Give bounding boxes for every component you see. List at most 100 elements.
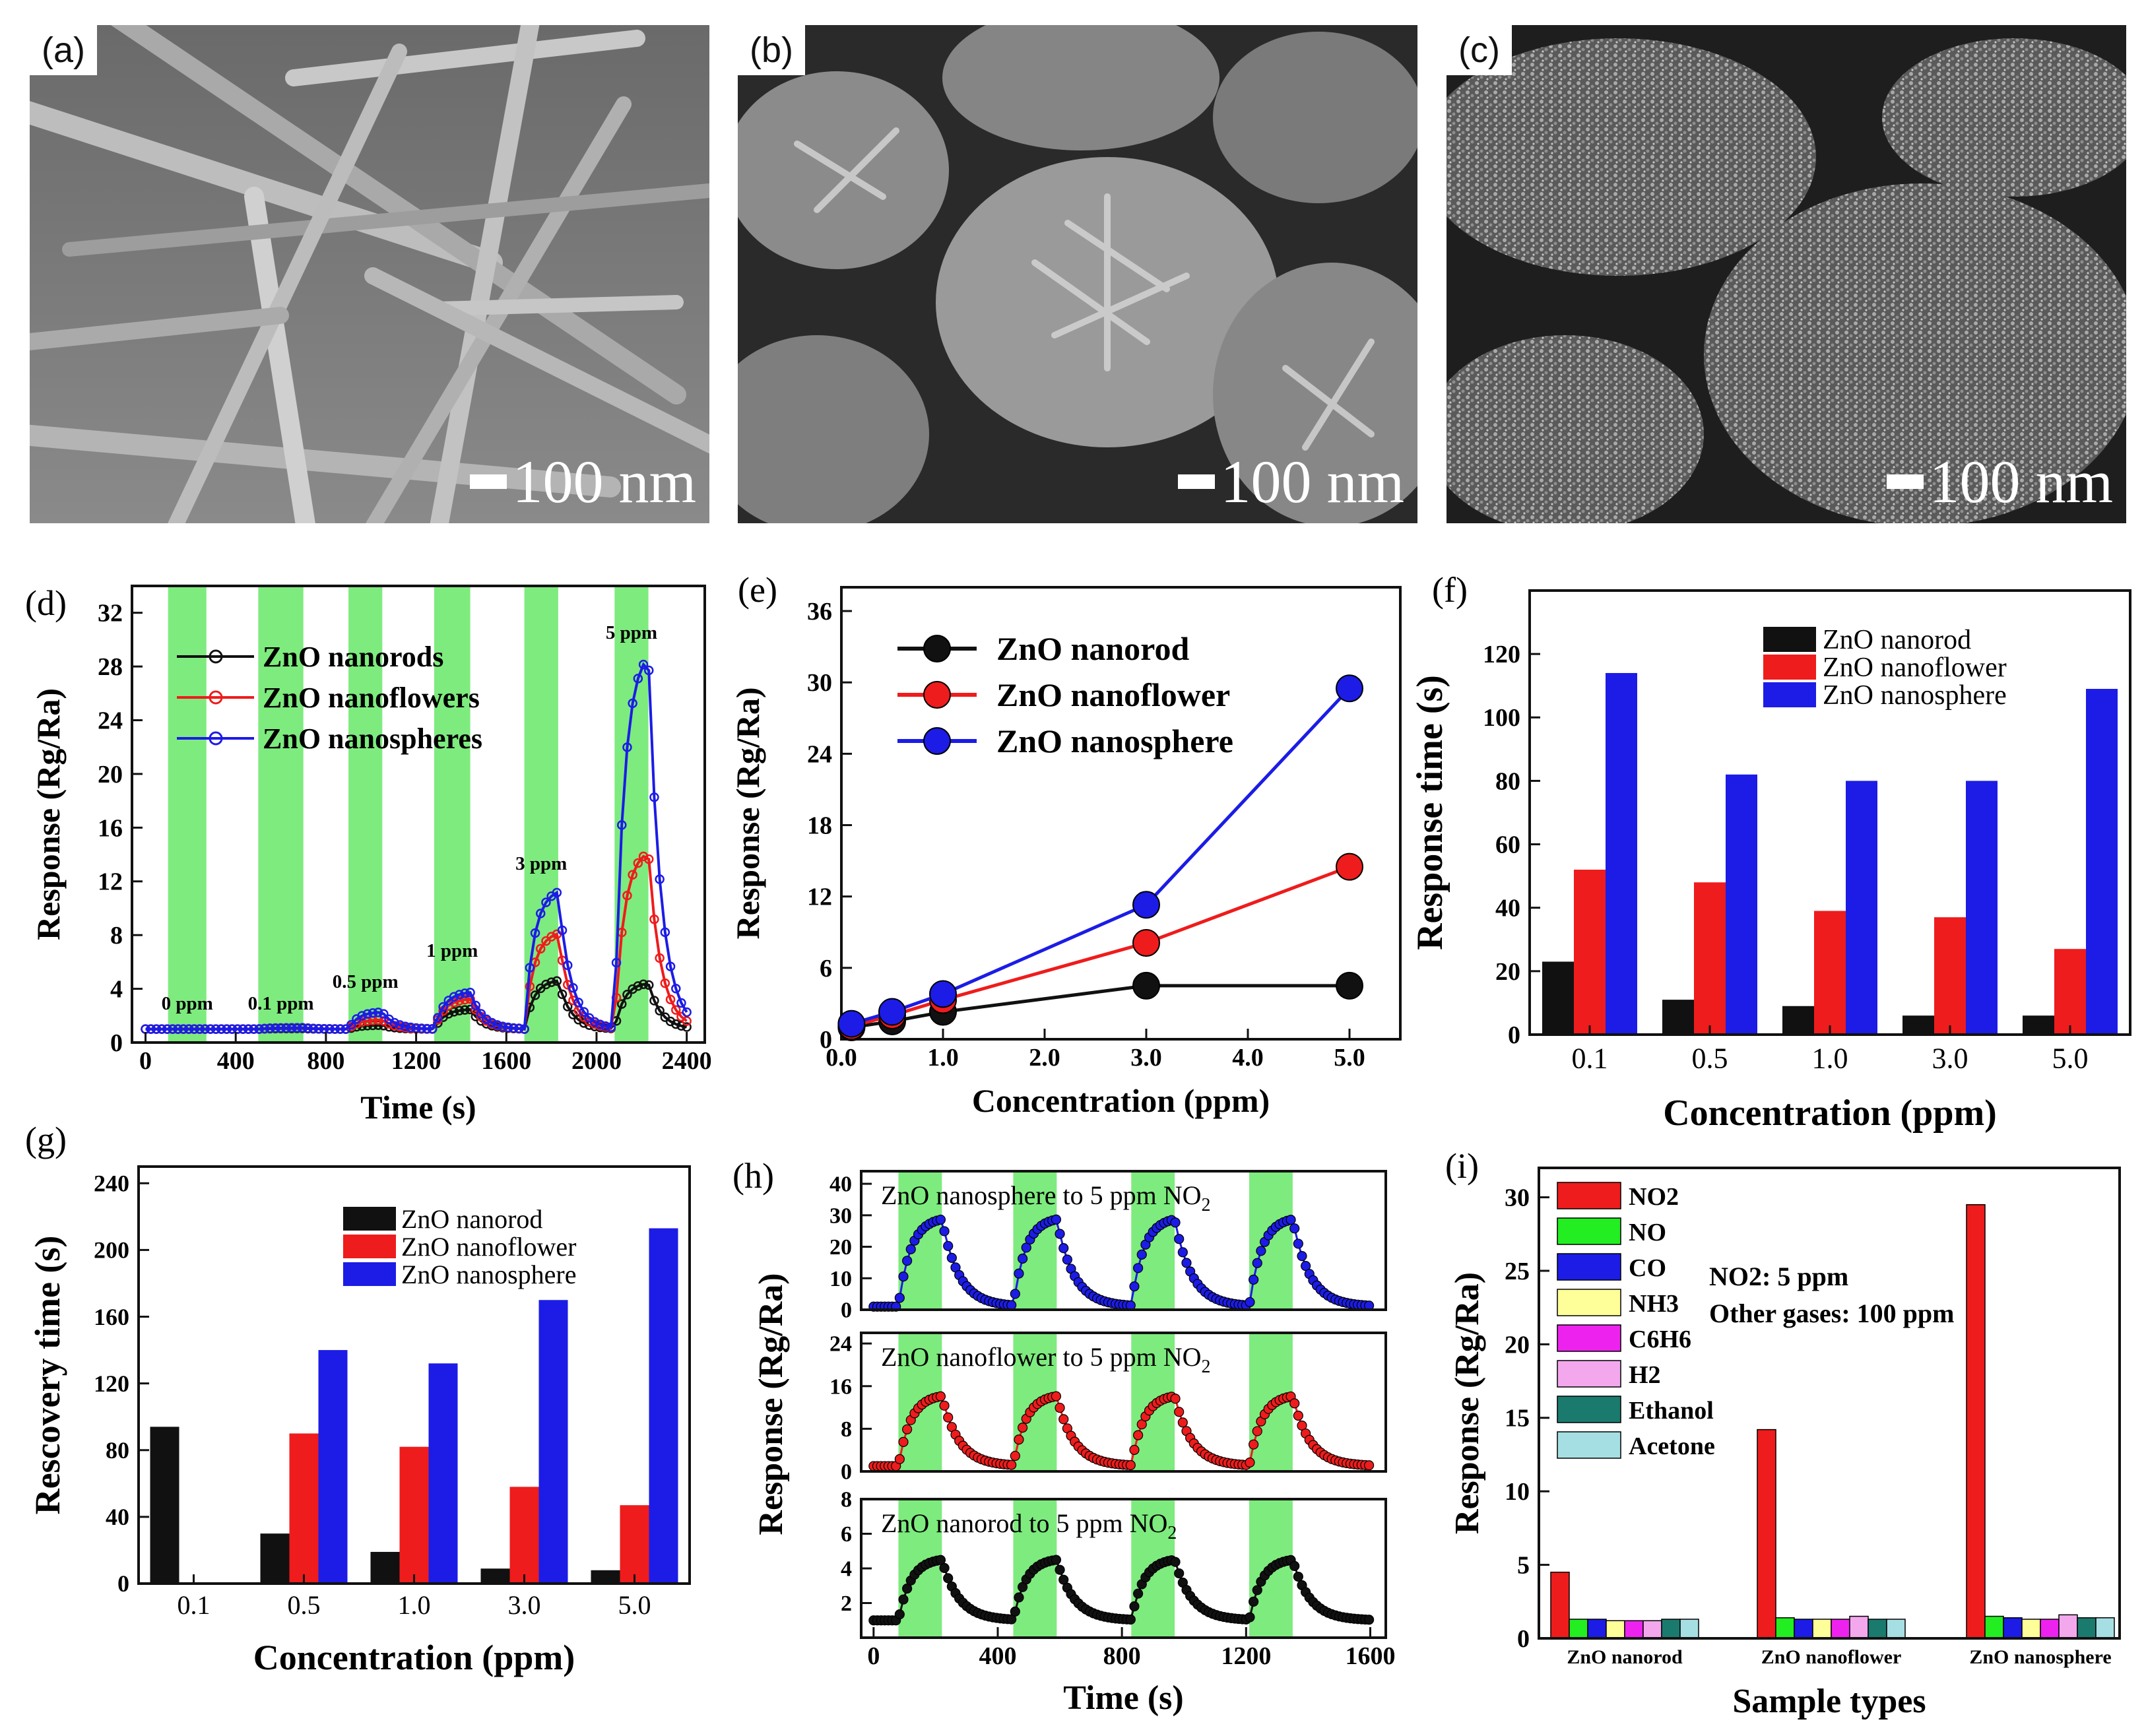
data-point xyxy=(878,998,906,1026)
bar-zno-nanosphere xyxy=(1966,781,1998,1035)
gas-on-band xyxy=(348,586,383,1043)
x-tick-label: 2400 xyxy=(662,1047,712,1075)
plot-frame xyxy=(840,586,1402,1041)
legend-swatch xyxy=(1557,1182,1621,1209)
subplot-0: 0 10 20 30 40 ZnO nanosphere to 5 ppm NO2 xyxy=(829,1170,1387,1323)
data-point xyxy=(682,1016,692,1026)
data-point xyxy=(1336,852,1363,881)
data-point xyxy=(205,1024,216,1034)
data-point xyxy=(1010,1289,1020,1299)
y-axis-label: Rescovery time (s) xyxy=(28,1236,67,1515)
data-point xyxy=(1133,1588,1144,1599)
bar-co xyxy=(1794,1619,1813,1639)
data-point xyxy=(1249,1439,1259,1450)
data-point xyxy=(1177,1247,1188,1258)
data-point xyxy=(1014,1592,1024,1603)
data-point xyxy=(254,1024,264,1034)
data-point xyxy=(1129,1601,1140,1612)
data-point xyxy=(200,1024,210,1034)
bar-nh3 xyxy=(2021,1619,2041,1639)
y-tick-label: 16 xyxy=(829,1374,852,1399)
data-point xyxy=(476,1009,486,1019)
gas-on-band xyxy=(1013,1171,1057,1310)
legend-label: ZnO nanosphere xyxy=(1823,680,2007,711)
sem-image-nanospheres: (c) 100 nm xyxy=(1447,25,2126,523)
y-tick-label: 240 xyxy=(94,1171,129,1197)
data-point xyxy=(508,1023,519,1033)
bar-zno-nanosphere xyxy=(538,1300,568,1584)
data-point xyxy=(249,1024,259,1034)
x-tick-label: 1.0 xyxy=(1812,1043,1848,1075)
data-point xyxy=(671,1005,681,1015)
data-point xyxy=(222,1024,232,1034)
data-point xyxy=(633,858,643,868)
x-tick-label: 3.0 xyxy=(508,1590,541,1620)
y-tick-label: 40 xyxy=(829,1173,852,1197)
data-point xyxy=(1249,1596,1259,1607)
data-point xyxy=(427,1023,438,1034)
chart-g-recovery-time: 0.1 0.5 1.0 3.0 5.0 0 40 80 120 160 200 240 Concentr… xyxy=(28,1165,691,1677)
data-point xyxy=(676,1021,686,1031)
data-point xyxy=(530,928,540,938)
data-point xyxy=(433,1013,443,1023)
y-tick-label: 40 xyxy=(106,1504,129,1530)
data-point xyxy=(1252,1258,1262,1268)
x-tick-label: 0 xyxy=(867,1642,880,1670)
x-tick-label: 1200 xyxy=(391,1047,441,1075)
data-point xyxy=(487,1017,497,1028)
subplot-title: ZnO nanosphere to 5 ppm NO2 xyxy=(881,1180,1210,1215)
x-axis-label: Concentration (ppm) xyxy=(253,1638,575,1677)
plot-frame xyxy=(1538,1167,2121,1640)
y-tick-label: 120 xyxy=(1483,641,1520,668)
bar-zno-nanosphere xyxy=(318,1350,348,1584)
legend-swatch xyxy=(343,1207,396,1231)
series-line-1 xyxy=(145,854,688,1031)
bar-no xyxy=(1569,1619,1588,1639)
chart-i-selectivity: ZnO nanorod ZnO nanoflower ZnO nanosphere 0… xyxy=(1448,1167,2121,1720)
data-point xyxy=(894,1293,905,1303)
data-point xyxy=(902,1424,913,1434)
x-axis-label: Sample types xyxy=(1732,1683,1926,1720)
data-point xyxy=(1336,971,1363,1000)
bar-nh3 xyxy=(1812,1619,1832,1639)
data-point xyxy=(1006,1460,1017,1470)
data-point xyxy=(330,1024,340,1034)
bar-zno-nanosphere xyxy=(1726,774,1757,1035)
x-tick-label: 3.0 xyxy=(1932,1043,1968,1075)
data-point xyxy=(411,1023,421,1033)
data-point xyxy=(946,1252,957,1263)
data-point xyxy=(1051,1555,1062,1565)
data-point xyxy=(595,1019,605,1029)
data-point xyxy=(1014,1268,1024,1279)
y-tick-label: 0 xyxy=(117,1570,129,1597)
panel-label-i: (i) xyxy=(1445,1146,1479,1186)
data-point xyxy=(303,1023,313,1033)
bar-zno-nanorod xyxy=(1782,1006,1814,1035)
panel-label-c: (c) xyxy=(1447,25,1512,75)
y-tick-label: 25 xyxy=(1505,1258,1530,1285)
data-point xyxy=(655,953,665,963)
data-point xyxy=(1245,1612,1255,1623)
data-point xyxy=(935,1555,946,1565)
bar-c6h6 xyxy=(1831,1619,1850,1639)
legend-swatch xyxy=(1557,1217,1621,1245)
data-point xyxy=(601,1021,610,1031)
data-point xyxy=(298,1023,308,1033)
scale-bar-line xyxy=(1178,474,1216,489)
data-point xyxy=(530,990,540,1000)
bar-no2 xyxy=(1757,1429,1776,1639)
data-point xyxy=(362,1009,373,1019)
data-point xyxy=(1249,1274,1259,1285)
legend-marker xyxy=(923,681,951,709)
data-point xyxy=(449,1007,459,1017)
legend-marker xyxy=(923,635,951,662)
data-point xyxy=(373,1008,383,1017)
data-point xyxy=(325,1024,335,1034)
data-point xyxy=(1256,1246,1266,1256)
sem-image-nanorods: (a) 100 nm xyxy=(30,25,709,523)
data-point xyxy=(902,1583,913,1594)
y-axis-label: Response (Rg/Ra) xyxy=(752,1273,790,1535)
data-point xyxy=(379,1009,389,1019)
data-point xyxy=(644,665,654,676)
